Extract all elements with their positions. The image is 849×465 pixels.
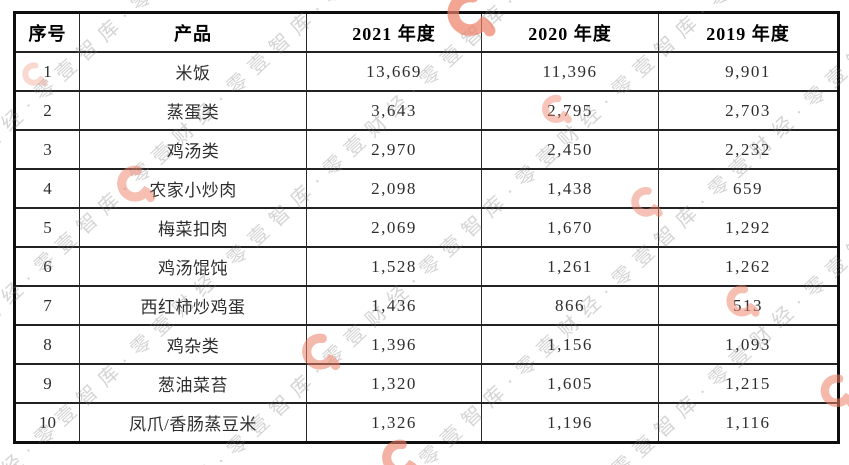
- value-2019: 1,292: [658, 207, 839, 248]
- value-2020: 1,156: [481, 324, 659, 365]
- value-2021: 1,436: [306, 285, 482, 326]
- product-name: 农家小炒肉: [79, 168, 307, 209]
- value-2019: 2,703: [658, 90, 839, 131]
- row-index: 5: [14, 207, 80, 248]
- product-name: 鸡汤类: [79, 129, 307, 170]
- value-2021: 2,069: [306, 207, 482, 248]
- col-header-2021: 2021 年度: [306, 11, 482, 53]
- table-row: 5 梅菜扣肉 2,069 1,670 1,292: [14, 207, 839, 248]
- row-index: 6: [14, 246, 80, 287]
- value-2020: 1,605: [481, 363, 659, 404]
- value-2021: 2,098: [306, 168, 482, 209]
- value-2019: 1,215: [658, 363, 839, 404]
- product-name: 米饭: [79, 51, 307, 92]
- row-index: 7: [14, 285, 80, 326]
- value-2020: 1,261: [481, 246, 659, 287]
- col-header-index: 序号: [14, 11, 80, 53]
- product-name: 鸡杂类: [79, 324, 307, 365]
- value-2021: 3,643: [306, 90, 482, 131]
- product-revenue-table: 序号 产品 2021 年度 2020 年度 2019 年度 1 米饭 13,66…: [13, 11, 840, 444]
- value-2019: 1,262: [658, 246, 839, 287]
- value-2019: 659: [658, 168, 839, 209]
- value-2021: 1,528: [306, 246, 482, 287]
- value-2021: 1,326: [306, 402, 482, 444]
- row-index: 3: [14, 129, 80, 170]
- table-row: 6 鸡汤馄饨 1,528 1,261 1,262: [14, 246, 839, 287]
- value-2021: 1,396: [306, 324, 482, 365]
- row-index: 4: [14, 168, 80, 209]
- value-2020: 1,438: [481, 168, 659, 209]
- value-2019: 1,093: [658, 324, 839, 365]
- value-2020: 11,396: [481, 51, 659, 92]
- col-header-2019: 2019 年度: [658, 11, 839, 53]
- value-2020: 2,450: [481, 129, 659, 170]
- table-row: 9 葱油菜苔 1,320 1,605 1,215: [14, 363, 839, 404]
- col-header-2020: 2020 年度: [481, 11, 659, 53]
- value-2019: 2,232: [658, 129, 839, 170]
- product-name: 西红柿炒鸡蛋: [79, 285, 307, 326]
- header-row: 序号 产品 2021 年度 2020 年度 2019 年度: [14, 11, 839, 53]
- value-2019: 9,901: [658, 51, 839, 92]
- table-row: 10 凤爪/香肠蒸豆米 1,326 1,196 1,116: [14, 402, 839, 444]
- row-index: 8: [14, 324, 80, 365]
- product-name: 凤爪/香肠蒸豆米: [79, 402, 307, 444]
- table-row: 1 米饭 13,669 11,396 9,901: [14, 51, 839, 92]
- row-index: 2: [14, 90, 80, 131]
- row-index: 9: [14, 363, 80, 404]
- table-row: 7 西红柿炒鸡蛋 1,436 866 513: [14, 285, 839, 326]
- table-row: 8 鸡杂类 1,396 1,156 1,093: [14, 324, 839, 365]
- col-header-product: 产品: [79, 11, 307, 53]
- value-2020: 2,795: [481, 90, 659, 131]
- product-name: 梅菜扣肉: [79, 207, 307, 248]
- value-2021: 1,320: [306, 363, 482, 404]
- value-2021: 2,970: [306, 129, 482, 170]
- product-name: 蒸蛋类: [79, 90, 307, 131]
- product-name: 葱油菜苔: [79, 363, 307, 404]
- value-2019: 513: [658, 285, 839, 326]
- product-name: 鸡汤馄饨: [79, 246, 307, 287]
- table-row: 2 蒸蛋类 3,643 2,795 2,703: [14, 90, 839, 131]
- row-index: 1: [14, 51, 80, 92]
- table-row: 4 农家小炒肉 2,098 1,438 659: [14, 168, 839, 209]
- value-2020: 866: [481, 285, 659, 326]
- table-row: 3 鸡汤类 2,970 2,450 2,232: [14, 129, 839, 170]
- value-2020: 1,670: [481, 207, 659, 248]
- value-2019: 1,116: [658, 402, 839, 444]
- value-2021: 13,669: [306, 51, 482, 92]
- value-2020: 1,196: [481, 402, 659, 444]
- row-index: 10: [14, 402, 80, 444]
